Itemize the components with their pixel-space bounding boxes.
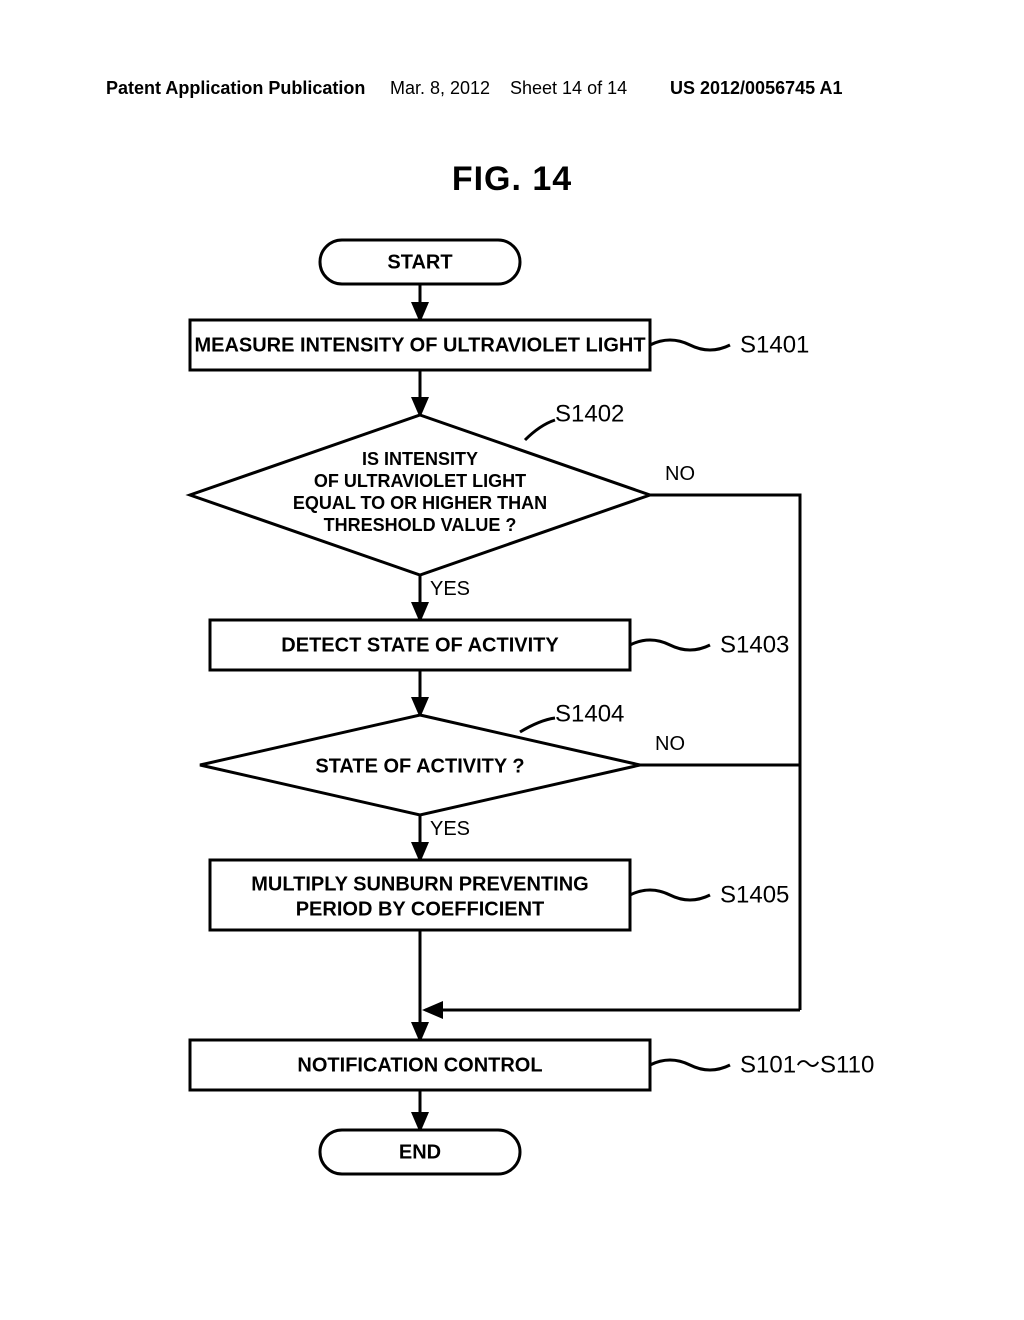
s1402-l2: OF ULTRAVIOLET LIGHT bbox=[314, 471, 526, 491]
node-s1402: IS INTENSITY OF ULTRAVIOLET LIGHT EQUAL … bbox=[190, 415, 650, 575]
s1405-l1: MULTIPLY SUNBURN PREVENTING bbox=[251, 873, 588, 895]
start-node: START bbox=[320, 240, 520, 284]
s1403-ref: S1403 bbox=[720, 631, 789, 658]
end-node: END bbox=[320, 1130, 520, 1174]
s1402-ref: S1402 bbox=[555, 400, 624, 427]
s1401-ref: S1401 bbox=[740, 331, 809, 358]
node-s1401: MEASURE INTENSITY OF ULTRAVIOLET LIGHT bbox=[190, 320, 650, 370]
s1404-ref: S1404 bbox=[555, 700, 624, 727]
s1404-no: NO bbox=[655, 733, 685, 755]
node-s1403: DETECT STATE OF ACTIVITY bbox=[210, 620, 630, 670]
node-s1404: STATE OF ACTIVITY ? bbox=[200, 715, 640, 815]
s1402-l1: IS INTENSITY bbox=[362, 449, 478, 469]
figure-title: FIG. 14 bbox=[0, 160, 1024, 199]
node-s101: NOTIFICATION CONTROL bbox=[190, 1040, 650, 1090]
start-label: START bbox=[387, 251, 452, 273]
s1404-yes: YES bbox=[430, 818, 470, 840]
node-s1405: MULTIPLY SUNBURN PREVENTING PERIOD BY CO… bbox=[210, 860, 630, 930]
publication-number: US 2012/0056745 A1 bbox=[670, 78, 842, 99]
publication-type: Patent Application Publication bbox=[106, 78, 365, 99]
s1405-ref: S1405 bbox=[720, 881, 789, 908]
end-label: END bbox=[399, 1141, 441, 1163]
s1401-text: MEASURE INTENSITY OF ULTRAVIOLET LIGHT bbox=[194, 334, 645, 356]
page: Patent Application Publication Mar. 8, 2… bbox=[0, 0, 1024, 1320]
flowchart: START MEASURE INTENSITY OF ULTRAVIOLET L… bbox=[0, 220, 1024, 1220]
s1402-l3: EQUAL TO OR HIGHER THAN bbox=[293, 493, 547, 513]
s1404-text: STATE OF ACTIVITY ? bbox=[315, 755, 524, 777]
s1402-l4: THRESHOLD VALUE ? bbox=[324, 515, 517, 535]
s1405-l2: PERIOD BY COEFFICIENT bbox=[296, 898, 545, 920]
s101-ref: S101～S110 bbox=[740, 1051, 874, 1078]
s101-text: NOTIFICATION CONTROL bbox=[297, 1054, 542, 1076]
s1403-text: DETECT STATE OF ACTIVITY bbox=[281, 634, 559, 656]
s1402-yes: YES bbox=[430, 578, 470, 600]
s1402-no: NO bbox=[665, 463, 695, 485]
publication-date: Mar. 8, 2012 bbox=[390, 78, 490, 99]
sheet-number: Sheet 14 of 14 bbox=[510, 78, 627, 99]
